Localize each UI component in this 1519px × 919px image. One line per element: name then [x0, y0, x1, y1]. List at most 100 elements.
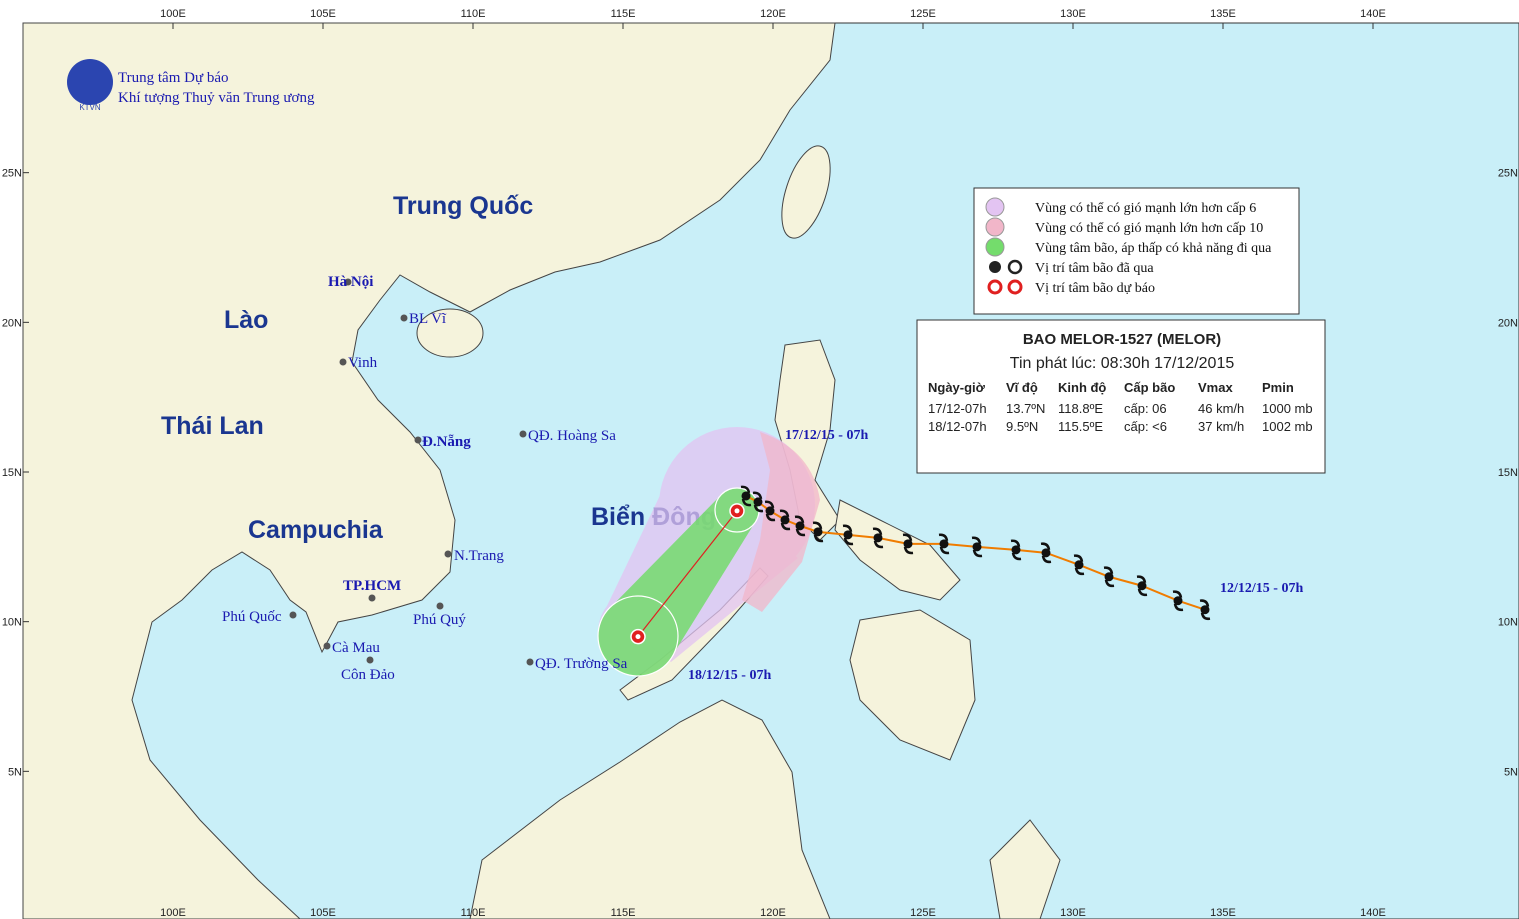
legend-entry: Vùng tâm bão, áp thấp có khả năng đi qua	[1035, 241, 1272, 256]
table-cell: 115.5ºE	[1058, 419, 1103, 434]
storm-core	[903, 539, 913, 549]
date-label: 18/12/15 - 07h	[688, 668, 771, 683]
table-cell: 1002 mb	[1262, 419, 1313, 434]
place-label: Vinh	[348, 355, 378, 371]
table-cell: 13.7ºN	[1006, 401, 1045, 416]
past-storm-position	[1199, 599, 1211, 621]
storm-arm	[753, 504, 764, 513]
country-label: Campuchia	[248, 516, 384, 544]
storm-track	[630, 485, 1211, 645]
x-tick-label: 140E	[1360, 907, 1386, 919]
past-storm-position	[938, 533, 950, 555]
storm-arm	[1172, 590, 1183, 598]
table-cell: 18/12-07h	[928, 419, 987, 434]
x-tick-label: 125E	[910, 8, 936, 20]
table-cell: 118.8ºE	[1058, 401, 1103, 416]
storm-core	[780, 515, 790, 525]
place-label: TP.HCM	[343, 578, 401, 594]
storm-core	[765, 506, 775, 516]
table-header: Vĩ độ	[1006, 380, 1038, 395]
y-tick-label: 15N	[2, 467, 22, 479]
storm-core	[873, 533, 883, 543]
logo-icon	[67, 59, 113, 105]
place-label: BL Vĩ	[409, 311, 447, 327]
storm-arm	[741, 498, 752, 507]
storm-core	[1011, 545, 1021, 555]
table-cell: 1000 mb	[1262, 401, 1313, 416]
storm-arm	[873, 540, 884, 549]
storm-arm	[1040, 542, 1051, 551]
storm-arm	[1103, 566, 1114, 575]
storm-core	[1137, 581, 1147, 591]
storm-eye	[734, 508, 740, 514]
past-storm-position	[1073, 554, 1085, 576]
y-tick-label: 5N	[8, 766, 22, 778]
date-label: 12/12/15 - 07h	[1220, 581, 1303, 596]
y-tick-label: 5N	[1504, 766, 1518, 778]
date-label: 17/12/15 - 07h	[785, 428, 868, 443]
storm-arm	[740, 485, 751, 494]
x-tick-label: 130E	[1060, 907, 1086, 919]
past-storm-position	[902, 533, 914, 555]
y-tick-label: 15N	[1498, 467, 1518, 479]
header-line: Khí tượng Thuỷ văn Trung ương	[118, 90, 315, 106]
y-tick-label: 10N	[1498, 617, 1518, 629]
storm-core	[795, 521, 805, 531]
storm-core	[741, 491, 751, 501]
land	[22, 22, 1061, 919]
y-tick-label: 20N	[2, 317, 22, 329]
forecast-storm-position	[729, 503, 745, 519]
place-label: Cà Mau	[332, 640, 380, 656]
storm-arm	[813, 534, 824, 543]
storm-arm	[939, 546, 950, 555]
x-tick-label: 115E	[611, 8, 636, 20]
x-tick-label: 115E	[611, 907, 636, 919]
x-tick-label: 105E	[310, 8, 336, 20]
storm-arm	[1200, 612, 1211, 621]
y-tick-label: 10N	[2, 617, 22, 629]
storm-arm	[1074, 567, 1085, 576]
forecast-storm-position	[630, 628, 646, 645]
storm-core	[1200, 605, 1210, 615]
storm-arm	[1073, 554, 1084, 563]
y-tick-label: 20N	[1498, 317, 1518, 329]
storm-arm	[972, 549, 983, 558]
storm-core	[1104, 572, 1114, 582]
table-cell: 37 km/h	[1198, 419, 1244, 434]
storm-core	[972, 542, 982, 552]
table-cell: cấp: 06	[1124, 401, 1167, 416]
storm-core	[1173, 596, 1183, 606]
forecast-track-line	[637, 510, 738, 638]
storm-arm	[765, 513, 776, 522]
storm-arm	[903, 546, 914, 555]
logo: KTVN Trung tâm Dự báo Khí tượng Thuỷ văn…	[67, 59, 315, 112]
storm-core	[753, 497, 763, 507]
table-cell: 17/12-07h	[928, 401, 987, 416]
storm-arm	[843, 537, 854, 546]
logo-text: KTVN	[79, 103, 101, 112]
table-header: Ngày-giờ	[928, 380, 986, 395]
past-storm-position	[764, 500, 776, 522]
storm-arm	[752, 491, 763, 500]
storm-arm	[780, 522, 791, 531]
past-storm-position	[971, 536, 983, 558]
legend: Vùng có thể có gió mạnh lớn hơn cấp 6 Vù…	[973, 187, 1300, 315]
place-label: Côn Đảo	[341, 667, 395, 683]
legend-entry: Vùng có thể có gió mạnh lớn hơn cấp 10	[1035, 221, 1263, 236]
storm-arm	[1173, 603, 1184, 612]
storm-arm	[1136, 575, 1147, 583]
past-storm-position	[872, 527, 884, 549]
storm-arm	[1041, 555, 1052, 564]
legend-entry: Vị trí tâm bão dự báo	[1035, 281, 1155, 296]
storm-arm	[1199, 599, 1210, 607]
storm-core	[939, 539, 949, 549]
x-tick-label: 120E	[760, 8, 786, 20]
past-storm-position	[1172, 590, 1184, 612]
x-tick-label: 105E	[310, 907, 336, 919]
past-storm-position	[794, 515, 806, 537]
storm-arm	[971, 536, 982, 545]
x-tick-label: 110E	[461, 907, 486, 919]
country-label: Thái Lan	[161, 412, 264, 440]
legend-entry: Vùng có thể có gió mạnh lớn hơn cấp 6	[1035, 201, 1256, 216]
